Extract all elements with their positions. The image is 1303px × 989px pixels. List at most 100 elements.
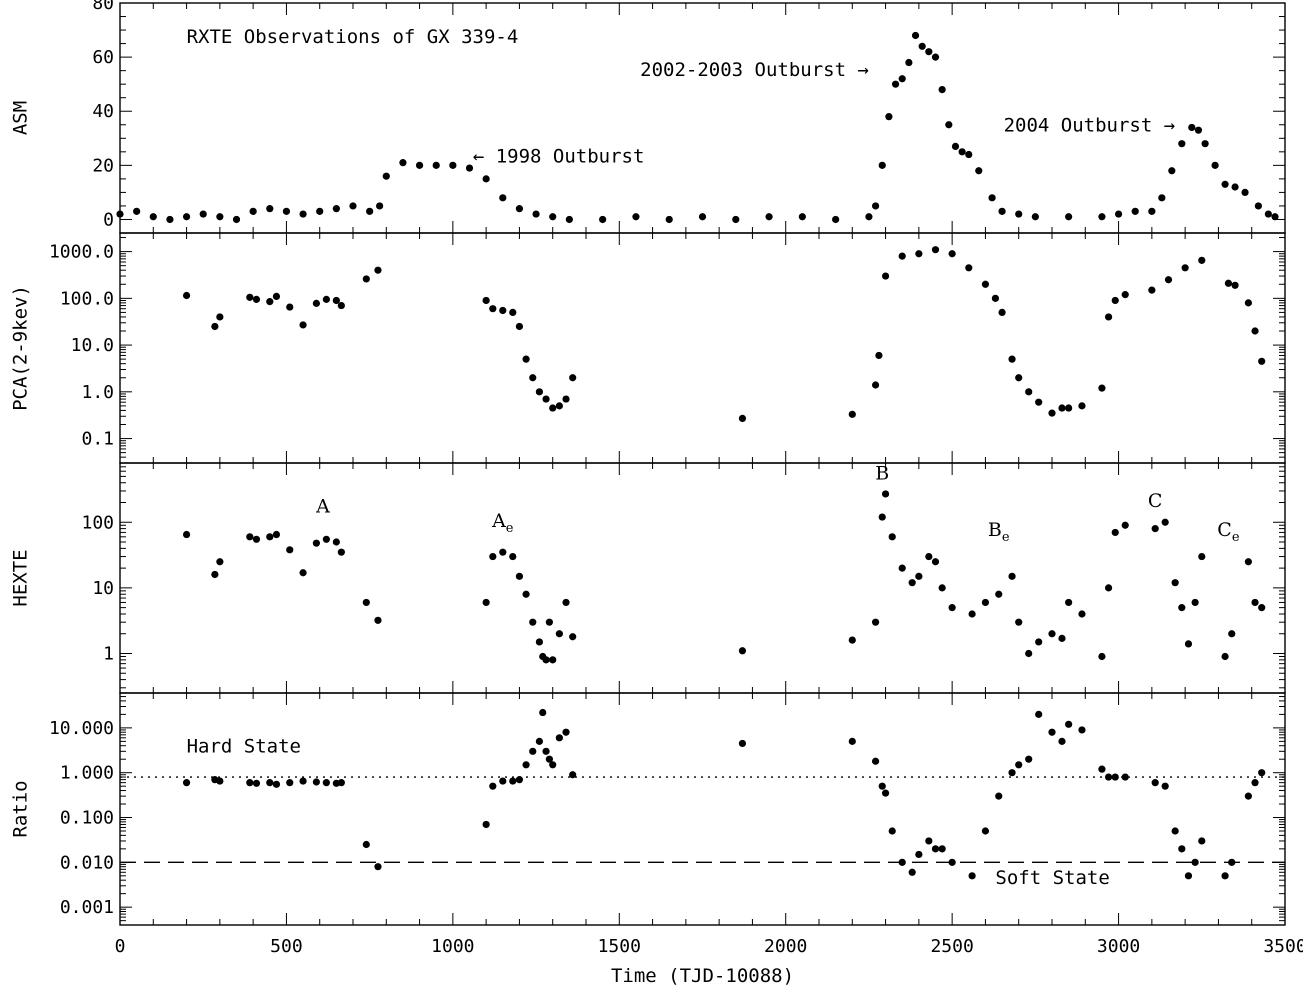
data-point [885, 113, 893, 121]
data-point [509, 552, 517, 561]
data-point [1198, 837, 1206, 845]
data-point [1211, 161, 1219, 169]
data-point [545, 618, 553, 626]
flare-label-subscript: e [506, 521, 514, 536]
data-point [1015, 761, 1023, 769]
data-point [1251, 327, 1259, 335]
data-point [1104, 773, 1113, 781]
data-point [881, 490, 890, 498]
data-point [482, 175, 490, 183]
data-point [632, 213, 640, 221]
data-point [911, 31, 920, 40]
data-point [1184, 872, 1193, 880]
data-point [522, 355, 530, 363]
data-point [981, 280, 990, 288]
data-point [149, 213, 157, 221]
data-point [938, 85, 946, 94]
data-point [1244, 299, 1252, 307]
y-axis-title: ASM [10, 101, 32, 135]
panels: 0 20 40 60 80 ASM RXTE Observations of GX 339-… [10, 0, 1303, 987]
data-point [549, 761, 557, 769]
data-point [415, 161, 424, 169]
data-point [938, 845, 946, 853]
data-point [1031, 213, 1039, 221]
data-point [1015, 618, 1023, 626]
data-point [232, 215, 241, 224]
data-point [312, 539, 320, 547]
data-point [1008, 769, 1016, 777]
y-tick-label: 0.100 [60, 808, 114, 829]
data-point [542, 747, 550, 755]
data-point [965, 150, 973, 159]
data-point [1065, 213, 1073, 221]
data-point [539, 708, 547, 717]
data-point [522, 761, 530, 769]
data-point [337, 779, 345, 787]
data-point [529, 374, 537, 382]
data-point [515, 572, 524, 580]
data-point [374, 863, 382, 871]
data-point [1114, 210, 1123, 218]
data-point [1231, 183, 1239, 191]
data-point [509, 308, 517, 317]
data-point [116, 210, 124, 218]
data-point [562, 395, 570, 403]
data-point [1008, 572, 1016, 580]
data-point [1258, 357, 1266, 365]
data-point [915, 850, 923, 859]
data-point [1188, 123, 1196, 132]
data-point [991, 294, 1000, 302]
data-point [948, 250, 956, 258]
data-point [349, 202, 357, 210]
data-point [1048, 728, 1056, 736]
data-point [535, 388, 544, 396]
data-point [1198, 256, 1206, 264]
data-point [1161, 518, 1169, 526]
data-point [1151, 525, 1159, 533]
data-point [1161, 782, 1169, 790]
data-point [878, 161, 886, 169]
data-point [1111, 773, 1119, 781]
data-point [975, 167, 983, 175]
data-point [562, 598, 570, 607]
data-point [272, 780, 281, 788]
data-point [871, 757, 880, 765]
data-point [282, 207, 291, 215]
data-point [1168, 167, 1176, 175]
data-point [1221, 652, 1229, 661]
data-point [1178, 140, 1186, 148]
data-point [549, 656, 557, 664]
data-point [765, 213, 773, 221]
data-point [542, 395, 550, 403]
data-point [332, 296, 340, 305]
data-point [848, 737, 856, 745]
data-point [1221, 180, 1229, 188]
data-point [1131, 207, 1139, 215]
data-point [286, 546, 294, 554]
data-point [1221, 872, 1229, 880]
panel-frame [119, 692, 1286, 926]
data-point [529, 618, 537, 626]
panel-ratio: 0 500 1000 1500 2000 2500 3000 3500 Time (TJD-10… [10, 692, 1303, 987]
data-point [374, 266, 382, 274]
data-point [981, 598, 990, 607]
data-point [925, 837, 933, 845]
data-point [249, 207, 257, 215]
data-point [246, 293, 254, 301]
data-point [998, 308, 1006, 317]
data-point [1065, 404, 1073, 412]
y-tick-label: 100.0 [60, 288, 114, 309]
data-point [509, 777, 517, 785]
data-point [1158, 194, 1166, 202]
data-point [918, 42, 926, 50]
data-point [1228, 858, 1236, 866]
data-point [995, 590, 1003, 598]
data-point [515, 205, 524, 213]
data-point [499, 306, 507, 315]
data-point [915, 250, 923, 258]
data-point [522, 590, 530, 598]
data-point [905, 58, 913, 67]
data-point [286, 303, 294, 311]
data-point [925, 48, 933, 56]
data-point [266, 205, 274, 213]
